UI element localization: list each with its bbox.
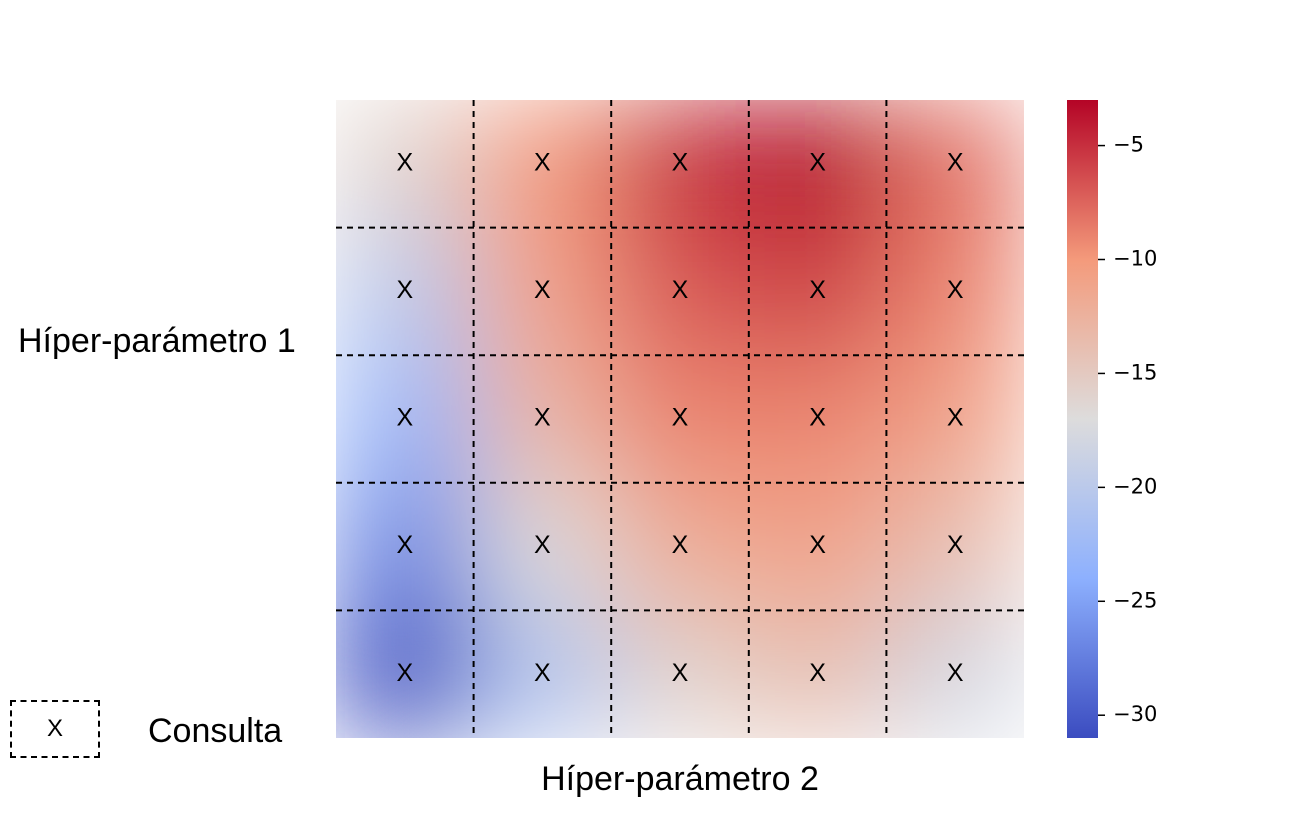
- query-marker: X: [534, 404, 551, 432]
- colorbar-gradient: [1067, 100, 1098, 738]
- heatmap-cell: [748, 482, 887, 611]
- heatmap-cell: [336, 227, 475, 356]
- colorbar-tick-label: −15: [1113, 360, 1157, 384]
- query-marker: X: [396, 276, 413, 304]
- heatmap-cell: [611, 100, 750, 229]
- query-marker: X: [672, 531, 689, 559]
- query-marker: X: [534, 148, 551, 176]
- query-marker: X: [396, 659, 413, 687]
- x-axis-label: Híper-parámetro 2: [541, 760, 819, 798]
- heatmap-cell: [611, 355, 750, 484]
- heatmap-cell: [611, 610, 750, 738]
- y-axis-label: Híper-parámetro 1: [18, 322, 296, 360]
- heatmap-cell: [336, 355, 475, 484]
- query-marker: X: [809, 148, 826, 176]
- legend-label: Consulta: [148, 712, 283, 750]
- query-marker: X: [534, 659, 551, 687]
- colorbar-tick-label: −10: [1113, 247, 1157, 271]
- heatmap-cell: [748, 227, 887, 356]
- query-marker: X: [809, 404, 826, 432]
- query-marker: X: [672, 148, 689, 176]
- colorbar-tick-label: −5: [1113, 133, 1144, 157]
- heatmap-cell: [336, 610, 475, 738]
- heatmap-cell: [886, 610, 1024, 738]
- heatmap-cell: [336, 100, 475, 229]
- legend-marker-box: X: [10, 700, 100, 758]
- query-markers: X X X X X X X X X X X X X X X X X X X X X X X X X: [396, 148, 963, 686]
- heatmap-cell: [473, 482, 612, 611]
- heatmap-cell: [611, 482, 750, 611]
- query-marker: X: [947, 659, 964, 687]
- heatmap-cell: [748, 355, 887, 484]
- heatmap-cell: [336, 482, 475, 611]
- colorbar-tick-label: −20: [1113, 474, 1157, 498]
- colorbar: −5 −10 −15 −20 −25 −30: [1067, 100, 1157, 738]
- legend-marker: X: [46, 715, 63, 742]
- heatmap-cell: [473, 227, 612, 356]
- query-marker: X: [534, 276, 551, 304]
- query-marker: X: [396, 148, 413, 176]
- query-marker: X: [396, 404, 413, 432]
- query-marker: X: [947, 148, 964, 176]
- heatmap-cell: [748, 610, 887, 738]
- grid-lines: [336, 100, 1028, 738]
- heatmap-cell: [886, 227, 1024, 356]
- query-marker: X: [672, 659, 689, 687]
- query-marker: X: [534, 531, 551, 559]
- query-marker: X: [809, 276, 826, 304]
- query-marker: X: [672, 404, 689, 432]
- query-marker: X: [809, 659, 826, 687]
- query-marker: X: [396, 531, 413, 559]
- heatmap-cell: [473, 610, 612, 738]
- query-marker: X: [809, 531, 826, 559]
- heatmap-cell: [886, 100, 1024, 229]
- plot-area: [336, 100, 1024, 738]
- query-marker: X: [947, 276, 964, 304]
- heatmap-cell: [748, 100, 887, 229]
- query-marker: X: [947, 531, 964, 559]
- colorbar-tick-label: −30: [1113, 702, 1157, 726]
- heatmap-cell: [473, 355, 612, 484]
- heatmap-cell: [886, 355, 1024, 484]
- query-marker: X: [672, 276, 689, 304]
- heatmap-cell: [473, 100, 612, 229]
- colorbar-tick-label: −25: [1113, 588, 1157, 612]
- heatmap-cell: [886, 482, 1024, 611]
- query-marker: X: [947, 404, 964, 432]
- heatmap-cell: [611, 227, 750, 356]
